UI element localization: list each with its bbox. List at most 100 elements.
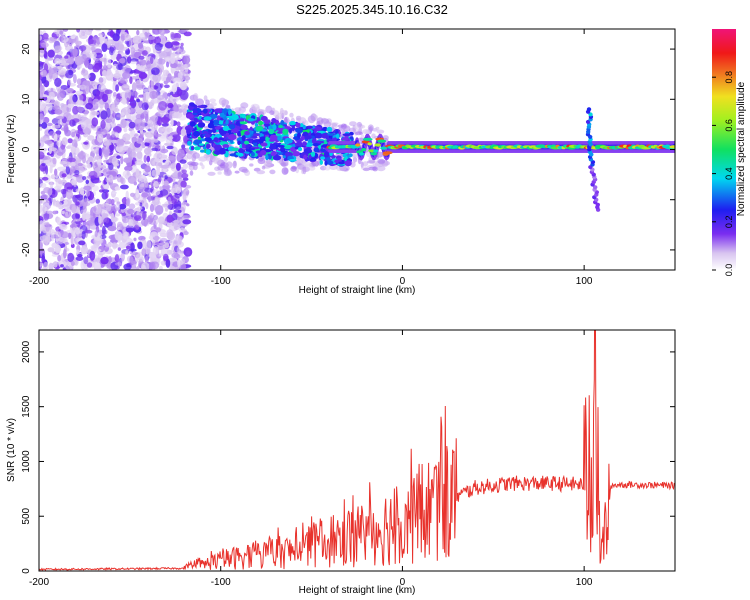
- spectrogram-frame: [38, 28, 676, 271]
- noise-blob: [129, 96, 135, 102]
- spectrogram-ylabel: Frequency (Hz): [6, 115, 17, 184]
- noise-blob: [180, 128, 187, 137]
- halo-blob: [265, 159, 273, 165]
- snr-xtick-label: -100: [211, 577, 231, 588]
- signal-blob: [225, 132, 230, 136]
- noise-blob: [78, 233, 82, 238]
- halo-blob: [367, 160, 376, 164]
- noise-blob: [95, 257, 102, 263]
- signal-blob: [241, 114, 246, 118]
- noise-blob: [55, 116, 65, 120]
- noise-blob: [96, 125, 103, 135]
- noise-blob: [85, 80, 94, 86]
- noise-blob: [171, 252, 179, 258]
- noise-blob: [43, 63, 49, 72]
- noise-blob: [123, 141, 131, 145]
- halo-blob: [203, 95, 208, 101]
- noise-blob: [67, 64, 74, 70]
- noise-blob: [70, 235, 74, 245]
- signal-blob: [325, 135, 330, 140]
- signal-blob: [258, 120, 264, 126]
- signal-blob: [288, 127, 293, 134]
- noise-blob: [122, 217, 129, 224]
- halo-blob: [371, 133, 376, 139]
- noise-blob: [102, 93, 108, 103]
- noise-blob: [63, 124, 69, 134]
- noise-blob: [130, 177, 136, 182]
- signal-blob: [303, 154, 307, 160]
- noise-blob: [87, 163, 92, 169]
- noise-blob: [99, 34, 103, 44]
- noise-blob: [91, 111, 100, 116]
- noise-blob: [85, 102, 93, 110]
- halo-blob: [225, 161, 233, 169]
- signal-blob: [309, 158, 317, 162]
- noise-blob: [42, 32, 49, 40]
- noise-blob: [162, 253, 169, 262]
- noise-blob: [169, 211, 173, 215]
- noise-blob: [82, 220, 87, 227]
- signal-blob: [271, 118, 277, 123]
- noise-blob: [167, 196, 172, 204]
- noise-blob: [56, 139, 62, 148]
- noise-blob: [65, 69, 74, 79]
- noise-blob: [173, 77, 182, 86]
- noise-blob: [64, 221, 70, 225]
- noise-blob: [125, 224, 134, 233]
- signal-blob: [341, 137, 349, 141]
- noise-blob: [166, 214, 174, 223]
- signal-blob: [231, 147, 240, 152]
- noise-blob: [150, 115, 159, 123]
- signal-blob: [327, 133, 334, 136]
- signal-blob: [315, 140, 325, 144]
- halo-blob: [234, 170, 240, 174]
- noise-blob: [130, 264, 137, 270]
- halo-blob: [349, 121, 357, 127]
- noise-blob: [75, 175, 85, 183]
- noise-blob: [66, 186, 73, 190]
- signal-blob: [249, 147, 256, 151]
- signal-blob: [190, 146, 195, 151]
- noise-blob: [121, 177, 126, 185]
- noise-blob: [138, 257, 145, 262]
- signal-blob: [254, 122, 258, 127]
- noise-blob: [181, 173, 189, 179]
- noise-blob: [175, 162, 181, 171]
- noise-blob: [122, 71, 131, 79]
- noise-blob: [42, 194, 49, 199]
- noise-blob: [150, 79, 154, 89]
- noise-blob: [116, 64, 124, 71]
- noise-blob: [80, 209, 84, 214]
- noise-blob: [155, 227, 162, 233]
- noise-blob: [67, 79, 72, 86]
- noise-blob: [78, 240, 86, 246]
- noise-blob: [177, 149, 185, 158]
- noise-blob: [154, 196, 159, 202]
- noise-blob: [126, 198, 130, 207]
- snr-ytick-label: 2000: [21, 340, 32, 363]
- noise-blob: [177, 29, 187, 34]
- signal-blob: [209, 120, 214, 124]
- noise-blob: [120, 118, 127, 129]
- noise-blob: [98, 189, 105, 193]
- noise-blob: [79, 45, 87, 52]
- halo-blob: [352, 156, 358, 163]
- noise-blob: [130, 47, 136, 55]
- spike-blob: [586, 107, 592, 112]
- noise-blob: [183, 64, 188, 68]
- noise-blob: [186, 203, 190, 207]
- noise-blob: [170, 91, 174, 96]
- halo-blob: [313, 161, 319, 167]
- noise-blob: [170, 62, 178, 69]
- noise-blob: [152, 73, 162, 83]
- noise-blob: [48, 131, 56, 136]
- halo-blob: [249, 163, 254, 167]
- noise-blob: [108, 144, 116, 151]
- noise-blob: [144, 138, 152, 144]
- halo-blob: [238, 166, 248, 172]
- noise-blob: [171, 146, 178, 155]
- signal-blob: [272, 124, 277, 131]
- noise-blob: [167, 92, 171, 97]
- noise-blob: [133, 237, 137, 242]
- noise-blob: [158, 101, 168, 111]
